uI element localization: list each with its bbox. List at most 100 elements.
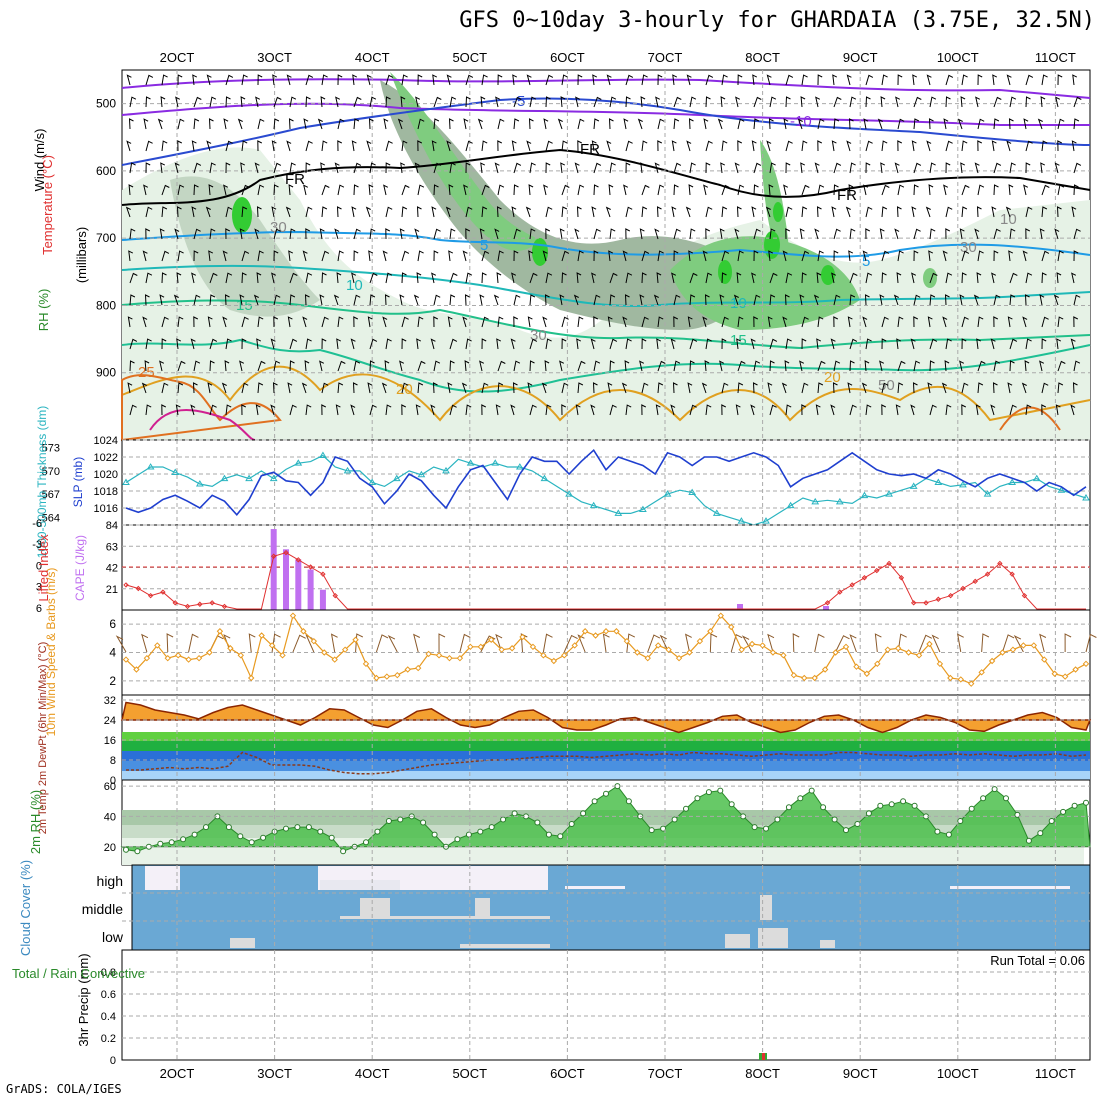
li-marker [270, 553, 277, 559]
wind-speed-marker [154, 642, 161, 649]
wind-barb [689, 96, 697, 108]
wind-barb [670, 404, 676, 416]
wind-barb [465, 96, 471, 108]
wind-barb [640, 162, 646, 174]
wind-barb [881, 206, 888, 218]
wind-barb [191, 206, 197, 218]
tick-label: 600 [96, 164, 116, 178]
tick-label: 40 [104, 811, 116, 823]
wind-barb [845, 206, 851, 218]
wind-barb [721, 74, 728, 86]
wind-speed-marker [185, 656, 192, 663]
wind-barb [767, 633, 775, 653]
cloud-patches [145, 866, 1070, 948]
wind-barb [417, 360, 426, 372]
rh-marker [168, 839, 175, 846]
wind-barb [160, 96, 166, 108]
wind-barb [542, 316, 548, 328]
wind-barb [352, 382, 358, 394]
wind-barb [385, 96, 391, 108]
wind-barb [881, 272, 887, 284]
wind-barb [576, 206, 582, 218]
thickness-marker [343, 466, 352, 474]
wind-barb [750, 404, 756, 416]
wind-barb [945, 140, 953, 152]
wind-barb [1070, 404, 1076, 416]
wind-barb [880, 162, 886, 174]
li-marker [898, 575, 905, 581]
wind-barb [286, 140, 292, 152]
wind-speed-marker [383, 673, 391, 680]
wind-barb [400, 96, 406, 108]
wind-barb [1025, 74, 1034, 86]
wind-speed-marker [561, 652, 568, 659]
rh-marker [511, 810, 518, 817]
contour-label: 5 [862, 253, 870, 270]
wind-barb [1002, 634, 1015, 653]
wind-speed-marker [488, 636, 495, 643]
wind-barb [209, 228, 216, 240]
tick-label: 24 [104, 715, 116, 727]
wind-barb [593, 360, 601, 372]
wind-barb [497, 74, 503, 86]
wind-barb [671, 272, 677, 284]
wind-speed-marker [602, 628, 610, 635]
wind-barb [577, 140, 583, 152]
wind-barb [369, 360, 375, 372]
wind-barb [465, 338, 472, 350]
wind-barb [769, 294, 776, 306]
wind-barb [273, 184, 279, 196]
wind-barb [257, 140, 263, 152]
wind-barb [543, 184, 549, 196]
wind-speed-marker [352, 636, 359, 643]
wind-barb [737, 250, 744, 262]
li-marker [295, 557, 302, 563]
wind-barb [433, 96, 442, 108]
wind-speed-marker [529, 643, 537, 651]
wind-speed-marker [926, 640, 933, 648]
wind-barb [449, 404, 457, 416]
li-marker [935, 596, 942, 602]
thickness-marker [368, 478, 377, 485]
upper-air-ylabel-rh: RH (%) [36, 289, 51, 332]
wind-barb [528, 184, 534, 196]
wind-barb [480, 162, 486, 174]
rh-marker [957, 818, 964, 824]
wind-barb [846, 74, 852, 86]
wind-barb [477, 118, 483, 130]
thickness-marker [712, 509, 721, 516]
contour-label: 20 [824, 369, 841, 386]
wind-barb [768, 118, 774, 130]
wind-barb [874, 633, 882, 653]
wind-barb [609, 96, 617, 108]
rh-marker [534, 819, 541, 826]
wind-barb [592, 382, 598, 394]
wind-barb [817, 250, 824, 262]
tick-label: 0.4 [101, 1011, 116, 1023]
wind-barb [1009, 360, 1015, 372]
rh-marker [180, 836, 187, 843]
wind-speed-marker [174, 652, 182, 659]
wind-barb [1070, 338, 1076, 350]
rh-area [120, 785, 1091, 852]
wind-speed-marker [894, 645, 902, 652]
thickness-marker [909, 482, 918, 489]
wind-barb [623, 118, 629, 130]
wind-barb [465, 228, 471, 240]
wind-barb [590, 338, 596, 350]
wind-barb [513, 162, 522, 174]
wind-barb [177, 118, 185, 130]
wind-speed-marker [936, 660, 944, 668]
wind-barb [561, 382, 569, 394]
wind-barb [225, 206, 233, 218]
rh-marker [785, 804, 792, 811]
wind-barb [573, 294, 579, 306]
wind-barb [141, 382, 147, 394]
wind-barb [686, 140, 692, 152]
wind-barb [945, 74, 954, 86]
wind-barb [1025, 162, 1031, 174]
tick-label: 2 [109, 674, 116, 688]
wind-barb [993, 294, 1001, 306]
wind-barb [863, 184, 869, 196]
wind-barb [913, 294, 921, 306]
